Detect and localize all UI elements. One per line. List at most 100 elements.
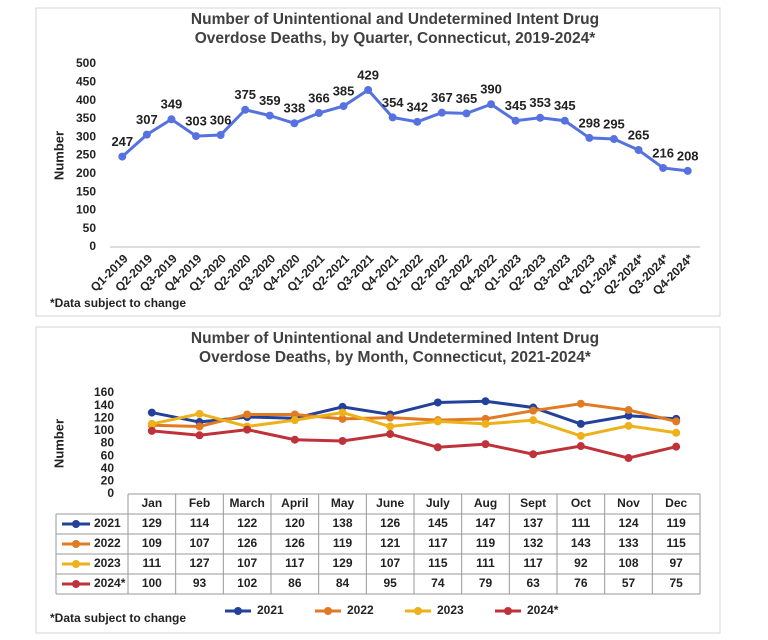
data-label: 216 — [652, 145, 674, 160]
data-label: 265 — [628, 127, 650, 142]
data-label: 298 — [579, 115, 601, 130]
table-cell: 93 — [193, 576, 207, 590]
marker — [624, 411, 633, 420]
legend-key — [72, 580, 80, 588]
legend-label: 2021 — [257, 603, 284, 617]
x-tick-label: May — [331, 496, 355, 510]
y-tick-label: 150 — [76, 184, 96, 198]
marker — [290, 119, 299, 128]
table-cell: 145 — [428, 516, 448, 530]
table-cell: 115 — [428, 556, 448, 570]
y-tick-label: 300 — [76, 129, 96, 143]
marker — [386, 422, 395, 431]
marker — [195, 422, 204, 431]
table-cell: 97 — [669, 556, 683, 570]
marker — [481, 419, 490, 428]
table-cell: 121 — [380, 536, 400, 550]
y-tick-label: 80 — [101, 436, 115, 450]
y-tick-label: 20 — [101, 474, 115, 488]
marker — [659, 163, 668, 172]
table-row-label: 2021 — [94, 516, 121, 530]
table-cell: 137 — [523, 516, 543, 530]
x-tick-label: Dec — [665, 496, 687, 510]
y-tick-label: 0 — [89, 239, 96, 253]
data-label: 342 — [406, 99, 428, 114]
marker — [388, 113, 397, 122]
table-cell: 95 — [383, 576, 397, 590]
x-tick-label: July — [426, 496, 450, 510]
chart-title: Overdose Deaths, by Month, Connecticut, … — [199, 349, 592, 366]
marker — [672, 442, 681, 451]
marker — [624, 454, 633, 463]
line — [151, 402, 677, 428]
chart-frame — [35, 7, 721, 317]
chart-title: Overdose Deaths, by Quarter, Connecticut… — [195, 30, 597, 47]
legend-label: 2023 — [437, 603, 464, 617]
table-cell: 126 — [380, 516, 400, 530]
marker — [511, 116, 520, 125]
data-label: 345 — [554, 98, 576, 113]
marker — [624, 421, 633, 430]
x-tick-label: Nov — [617, 496, 640, 510]
line — [151, 428, 677, 460]
marker — [195, 409, 204, 418]
data-label: 353 — [529, 95, 551, 110]
x-tick-label: Jan — [141, 496, 162, 510]
line — [151, 411, 677, 438]
legend-label: 2022 — [347, 603, 374, 617]
data-label: 345 — [505, 98, 527, 113]
data-label: 306 — [210, 112, 232, 127]
marker — [585, 133, 594, 142]
x-tick-label: April — [281, 496, 308, 510]
data-label: 429 — [357, 67, 379, 82]
y-axis-label: Number — [51, 131, 66, 180]
legend-key — [324, 607, 332, 615]
data-label: 307 — [136, 112, 158, 127]
marker — [672, 428, 681, 437]
y-tick-label: 120 — [94, 410, 114, 424]
table-cell: 119 — [666, 516, 686, 530]
marker — [576, 419, 585, 428]
marker — [536, 113, 545, 122]
marker — [147, 426, 156, 435]
chart-frame — [35, 326, 721, 634]
data-label: 338 — [284, 101, 306, 116]
legend-key — [504, 607, 512, 615]
marker — [147, 408, 156, 417]
marker — [560, 116, 569, 125]
marker — [386, 413, 395, 422]
line — [121, 88, 688, 173]
legend-key — [72, 560, 80, 568]
x-tick-label: Aug — [474, 496, 497, 510]
table-cell: 129 — [142, 516, 162, 530]
marker — [314, 109, 323, 118]
table-cell: 102 — [237, 576, 257, 590]
data-label: 366 — [308, 90, 330, 105]
marker — [147, 419, 156, 428]
marker — [338, 436, 347, 445]
chart-title: Number of Unintentional and Undetermined… — [191, 11, 599, 28]
marker — [364, 85, 373, 94]
marker — [167, 115, 176, 124]
marker — [529, 416, 538, 425]
legend-label: 2024* — [527, 603, 559, 617]
table-cell: 115 — [666, 536, 686, 550]
marker — [192, 132, 201, 141]
marker — [216, 131, 225, 140]
x-tick-label: June — [376, 496, 404, 510]
marker — [624, 406, 633, 415]
marker — [243, 425, 252, 434]
x-tick-label: Sept — [520, 496, 546, 510]
table-cell: 114 — [190, 516, 210, 530]
marker — [487, 100, 496, 109]
y-tick-label: 450 — [76, 74, 96, 88]
table-cell: 122 — [237, 516, 257, 530]
marker — [634, 146, 643, 155]
y-tick-label: 40 — [101, 461, 115, 475]
marker — [437, 108, 446, 117]
table-cell: 76 — [574, 576, 588, 590]
marker — [195, 431, 204, 440]
table-cell: 129 — [332, 556, 352, 570]
table-cell: 117 — [428, 536, 448, 550]
